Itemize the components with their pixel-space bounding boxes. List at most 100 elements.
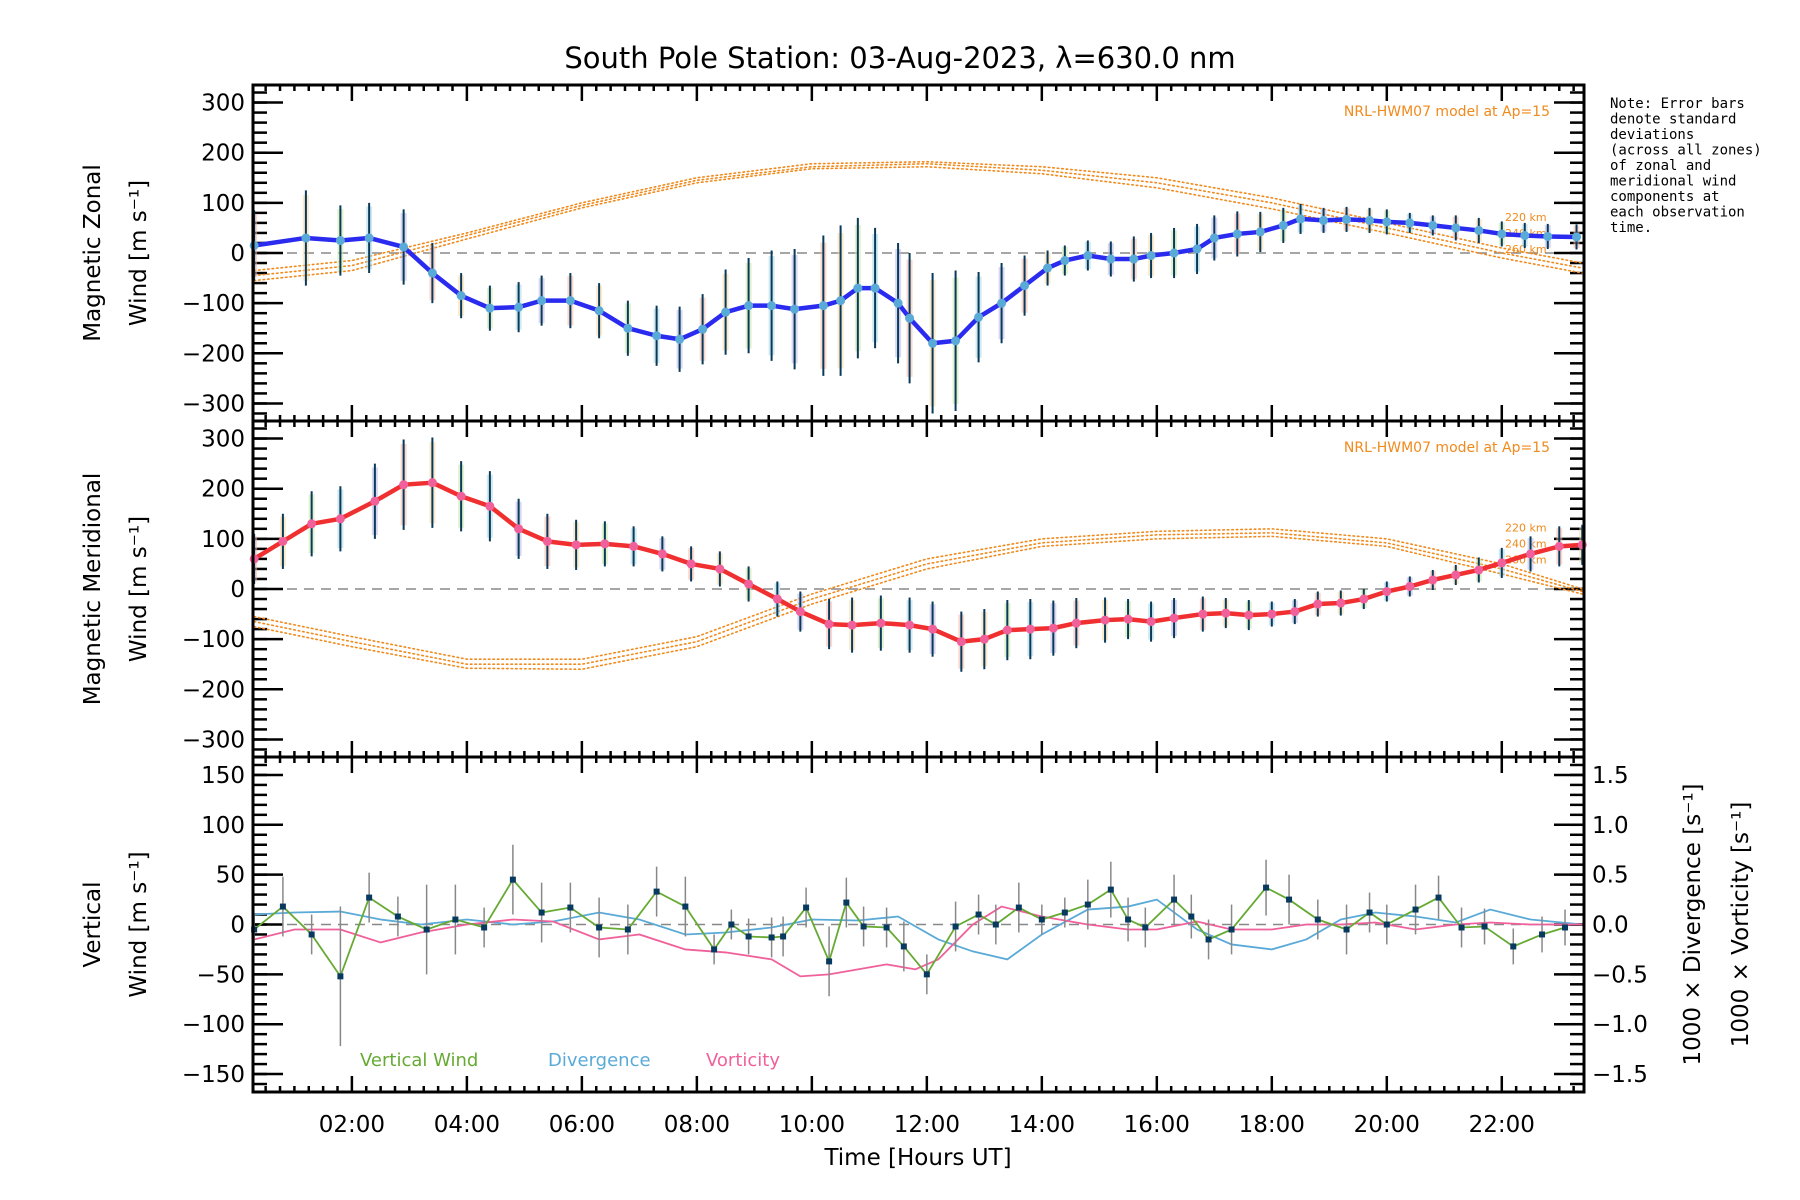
panel-meridional: 300 200 100 0 −100 −200 −300 Magnetic Meridiona…	[80, 419, 1587, 759]
x-tick-label: 06:00	[549, 1112, 615, 1138]
y-tick-label: 0	[230, 913, 245, 939]
data-point	[301, 233, 311, 243]
data-point	[905, 313, 915, 323]
y-tick-label: −200	[182, 677, 245, 703]
data-point	[1169, 613, 1179, 623]
model-curve-260-km	[253, 165, 1584, 282]
model-curve-220-km	[253, 528, 1584, 661]
data-point	[1474, 565, 1484, 575]
data-point	[537, 296, 547, 306]
note-line: Note: Error bars	[1610, 96, 1745, 112]
data-point	[772, 594, 782, 604]
vertical-wind-point	[1314, 916, 1321, 923]
data-point	[1123, 614, 1133, 624]
y-tick-label: 0	[230, 241, 245, 267]
data-point	[1336, 598, 1346, 608]
vertical-wind-point	[923, 971, 930, 978]
data-point	[1146, 251, 1156, 261]
model-curve-240-km	[253, 532, 1584, 666]
vertical-wind-point	[883, 924, 890, 931]
vertical-wind-point	[1107, 886, 1114, 893]
vertical-wind-point	[624, 926, 631, 933]
y2-tick-label: 0.0	[1592, 913, 1629, 939]
vertical-wind-point	[337, 973, 344, 980]
y2-tick-label: −0.5	[1592, 962, 1648, 988]
data-point	[1106, 254, 1116, 264]
data-point	[1198, 609, 1208, 619]
data-point	[698, 324, 708, 334]
data-point	[870, 283, 880, 293]
data-point	[1451, 223, 1461, 233]
altitude-label: 220 km	[1505, 521, 1547, 534]
data-point	[1405, 581, 1415, 591]
y-tick-label: −200	[182, 341, 245, 367]
vertical-wind-point	[1188, 913, 1195, 920]
data-point	[456, 491, 466, 501]
data-point	[979, 634, 989, 644]
vertical-wind-point	[768, 934, 775, 941]
data-point	[1296, 214, 1306, 224]
y-tick-label: 200	[201, 141, 245, 167]
data-point	[1192, 244, 1202, 254]
data-point	[427, 268, 437, 278]
vertical-wind-point	[1458, 924, 1465, 931]
panels: 300 200 100 0 −100 −200 −300 Magnetic Zonal Wind…	[80, 83, 1754, 1094]
data-point	[1025, 624, 1035, 634]
y-tick-label: −100	[182, 627, 245, 653]
data-point	[278, 536, 288, 546]
data-point	[1382, 587, 1392, 597]
vertical-wind-point	[1286, 896, 1293, 903]
y-tick-label: 150	[201, 763, 245, 789]
data-point	[485, 501, 495, 511]
x-tick-label: 20:00	[1354, 1112, 1420, 1138]
vertical-wind-point	[780, 933, 787, 940]
y-tick-label: −150	[182, 1062, 245, 1088]
data-point	[1319, 215, 1329, 225]
data-point	[974, 312, 984, 322]
data-point	[824, 619, 834, 629]
chart-title: South Pole Station: 03-Aug-2023, λ=630.0…	[564, 41, 1235, 75]
vertical-wind-point	[394, 913, 401, 920]
data-point	[1048, 623, 1058, 633]
note-line: denote standard	[1610, 112, 1736, 128]
x-tick-label: 04:00	[434, 1112, 500, 1138]
data-point	[847, 620, 857, 630]
data-point	[1100, 615, 1110, 625]
x-tick-label: 22:00	[1469, 1112, 1535, 1138]
x-tick-label: 14:00	[1009, 1112, 1075, 1138]
data-point	[364, 233, 374, 243]
data-point	[1232, 229, 1242, 239]
y2-tick-label: −1.0	[1592, 1012, 1648, 1038]
data-point	[1365, 215, 1375, 225]
model-curve-220-km	[253, 160, 1584, 272]
y2-tick-label: −1.5	[1592, 1062, 1648, 1088]
vertical-wind-point	[1171, 896, 1178, 903]
y-tick-label: −50	[196, 962, 245, 988]
data-point	[514, 302, 524, 312]
vertical-wind-point	[567, 904, 574, 911]
data-point	[1071, 618, 1081, 628]
data-point	[876, 618, 886, 628]
data-point	[675, 334, 685, 344]
y-axis-label: Vertical	[80, 881, 106, 967]
data-point	[1428, 575, 1438, 585]
x-tick-label: 16:00	[1124, 1112, 1190, 1138]
x-tick-label: 18:00	[1239, 1112, 1305, 1138]
data-point	[594, 306, 604, 316]
data-point	[744, 301, 754, 311]
y-tick-label: −100	[182, 1012, 245, 1038]
data-point	[853, 283, 863, 293]
vertical-wind-point	[975, 911, 982, 918]
vertical-wind-point	[1510, 943, 1517, 950]
data-point	[928, 338, 938, 348]
vertical-wind-point	[843, 899, 850, 906]
vertical-wind-point	[1383, 921, 1390, 928]
note-line: (across all zones)	[1610, 143, 1762, 159]
vertical-wind-point	[1481, 923, 1488, 930]
data-point	[623, 323, 633, 333]
data-point	[1474, 225, 1484, 235]
note-line: time.	[1610, 220, 1652, 236]
vertical-wind-point	[728, 921, 735, 928]
